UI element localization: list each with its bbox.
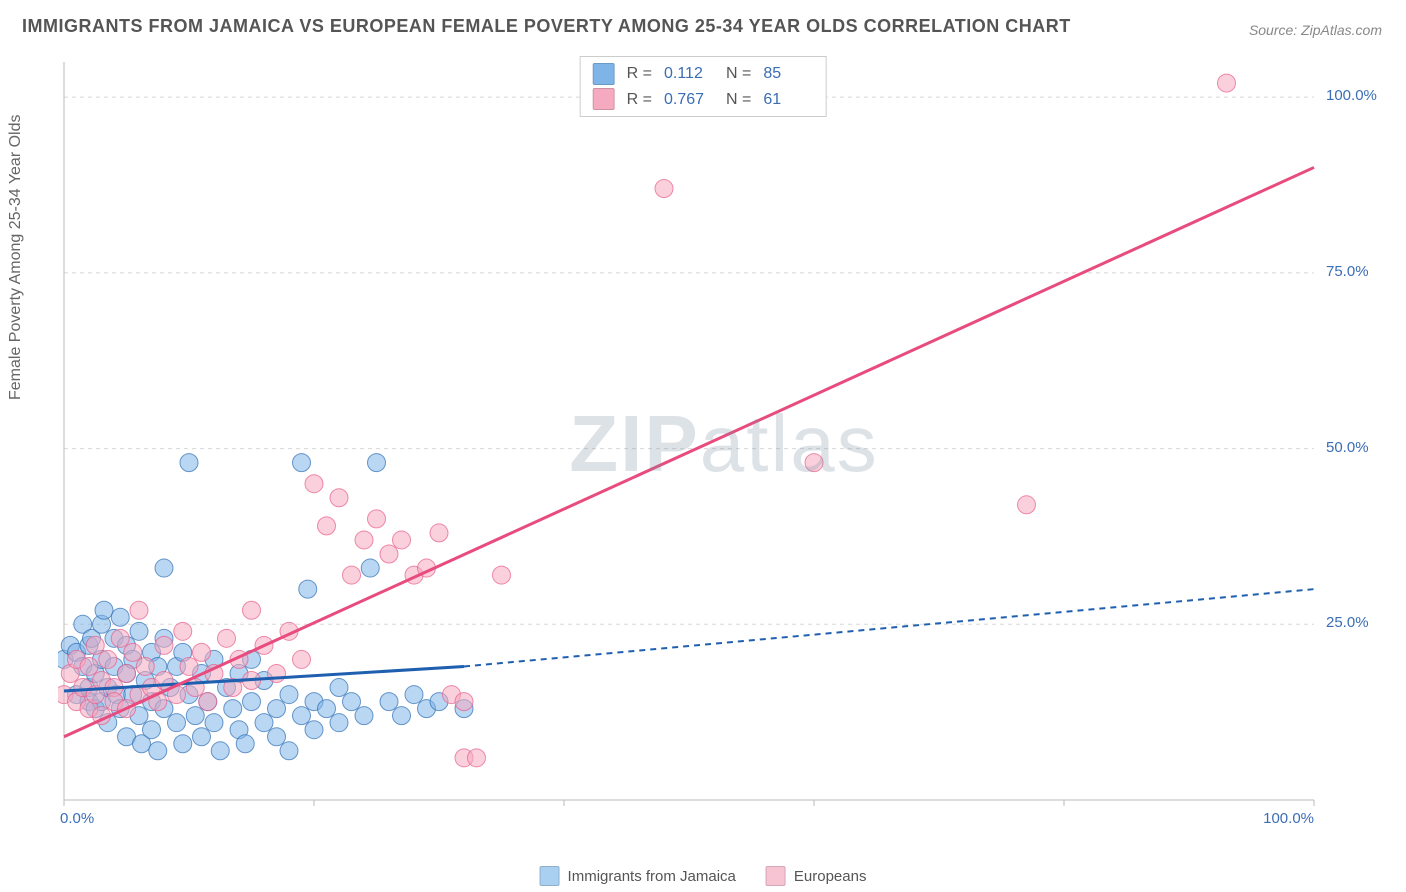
- y-axis-label: Female Poverty Among 25-34 Year Olds: [7, 115, 25, 401]
- chart-area: ZIPatlas 0.0%100.0%25.0%50.0%75.0%100.0%: [58, 52, 1390, 836]
- correlation-legend: R =0.112N =85R =0.767N =61: [580, 56, 827, 117]
- axis-tick-label: 75.0%: [1326, 263, 1369, 280]
- legend-item: Immigrants from Jamaica: [540, 866, 736, 886]
- legend-item: Europeans: [766, 866, 867, 886]
- axis-tick-label: 100.0%: [1326, 87, 1377, 104]
- axis-tick-label: 50.0%: [1326, 439, 1369, 456]
- series-legend: Immigrants from Jamaica Europeans: [540, 866, 867, 886]
- axis-tick-label: 25.0%: [1326, 614, 1369, 631]
- chart-title: IMMIGRANTS FROM JAMAICA VS EUROPEAN FEMA…: [22, 16, 1071, 37]
- source-attribution: Source: ZipAtlas.com: [1249, 22, 1382, 38]
- axis-tick-label: 0.0%: [60, 810, 94, 827]
- correlation-legend-row: R =0.112N =85: [593, 61, 814, 87]
- correlation-legend-row: R =0.767N =61: [593, 87, 814, 113]
- scatter-chart-svg: [58, 52, 1390, 836]
- axis-tick-label: 100.0%: [1263, 810, 1314, 827]
